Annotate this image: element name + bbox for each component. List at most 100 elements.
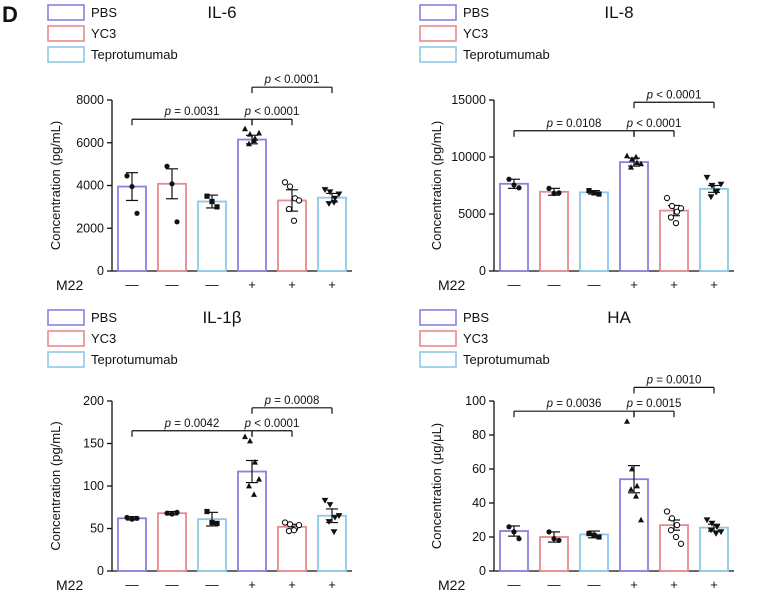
data-point	[285, 205, 293, 213]
condition-sign: —	[206, 577, 219, 592]
data-point	[330, 529, 338, 536]
data-point	[703, 174, 711, 181]
data-point	[129, 516, 135, 522]
bracket-label: p = 0.0042	[164, 418, 220, 430]
data-point	[251, 491, 257, 497]
condition-label: M22	[438, 577, 465, 593]
y-axis-label: Concentration (pg/mL)	[48, 121, 63, 250]
condition-sign: —	[126, 277, 139, 292]
bar	[197, 518, 227, 572]
data-point	[214, 204, 220, 210]
bar	[699, 188, 729, 272]
data-point	[335, 191, 343, 198]
bar	[317, 514, 347, 572]
y-tick-label: 60	[472, 462, 486, 476]
condition-sign: +	[630, 577, 638, 592]
data-point	[663, 508, 671, 515]
y-tick-label: 0	[97, 564, 104, 578]
y-tick-label: 5000	[458, 207, 486, 221]
data-point	[251, 137, 257, 144]
data-point	[629, 156, 635, 162]
condition-sign: +	[328, 277, 336, 292]
data-point	[556, 537, 562, 543]
data-point	[295, 197, 303, 204]
chart-group: PBS YC3 Teprotumumab IL-1β 0 50 100 150 200 Conce…	[47, 308, 352, 593]
condition-sign: +	[630, 277, 638, 292]
legend-label: YC3	[463, 331, 488, 346]
data-point	[174, 219, 180, 225]
il8-chart: PBS YC3 Teprotumumab IL-8 0 5000 10000 15000 Con…	[419, 3, 734, 293]
data-point	[511, 529, 517, 535]
chart-group: PBS YC3 Teprotumumab IL-8 0 5000 10000 15000 Con…	[419, 3, 734, 293]
legend-label: YC3	[91, 26, 116, 41]
data-point	[586, 531, 592, 537]
legend-swatch	[47, 46, 85, 63]
bar	[117, 517, 147, 572]
data-point	[506, 524, 512, 530]
condition-sign: —	[588, 577, 601, 592]
data-point	[717, 529, 725, 536]
condition-sign: —	[166, 277, 179, 292]
data-point	[290, 217, 298, 224]
data-point	[124, 173, 130, 179]
il6-chart: PBS YC3 Teprotumumab IL-6 0 2000 4000 6000 8000 C…	[47, 3, 352, 293]
data-point	[247, 131, 253, 137]
data-point	[673, 521, 681, 529]
il6-subplot: PBS YC3 Teprotumumab IL-6 0 2000 4000 6000 8000 C…	[0, 0, 389, 305]
legend-swatch	[47, 4, 85, 21]
data-point	[596, 534, 602, 540]
data-point	[713, 524, 721, 530]
y-tick-label: 0	[479, 564, 486, 578]
data-point	[663, 194, 671, 202]
y-tick-label: 2000	[76, 221, 104, 235]
legend-label: PBS	[463, 310, 489, 325]
condition-label: M22	[56, 577, 83, 593]
data-point	[546, 185, 552, 191]
panel-label: D	[2, 2, 18, 27]
data-point	[325, 519, 333, 525]
data-point	[204, 193, 210, 199]
bar	[659, 524, 689, 572]
condition-sign: —	[508, 577, 521, 592]
data-point	[506, 176, 512, 182]
data-point	[677, 205, 685, 212]
data-point	[286, 183, 294, 190]
data-point	[624, 418, 630, 424]
data-point	[286, 521, 294, 528]
data-point	[169, 181, 175, 187]
data-point	[321, 187, 329, 193]
data-point	[129, 183, 135, 190]
data-point	[281, 179, 289, 186]
data-point	[551, 536, 557, 542]
data-point	[246, 140, 252, 147]
bracket-label: p = 0.0008	[264, 395, 320, 407]
data-point	[169, 511, 175, 517]
y-tick-label: 10000	[451, 150, 486, 164]
data-point	[285, 527, 293, 535]
data-point	[546, 529, 552, 535]
data-point	[290, 527, 298, 534]
legend-label: PBS	[91, 310, 117, 325]
data-point	[124, 514, 130, 521]
data-point	[717, 181, 725, 188]
data-point	[164, 163, 170, 169]
data-point	[638, 160, 644, 167]
bar	[197, 200, 227, 272]
condition-sign: +	[710, 277, 718, 292]
legend-label: Teprotumumab	[91, 352, 178, 367]
condition-sign: —	[548, 577, 561, 592]
bracket-label: p < 0.0001	[244, 418, 300, 430]
il1b-chart: PBS YC3 Teprotumumab IL-1β 0 50 100 150 200 Conce…	[47, 308, 352, 593]
condition-sign: —	[548, 277, 561, 292]
y-tick-label: 80	[472, 428, 486, 442]
chart-title: IL-1β	[202, 308, 241, 327]
data-point	[672, 219, 680, 227]
il8-subplot: PBS YC3 Teprotumumab IL-8 0 5000 10000 15000 Con…	[389, 0, 778, 305]
legend-label: YC3	[91, 331, 116, 346]
data-point	[281, 519, 289, 526]
bar	[619, 478, 649, 572]
condition-label: M22	[438, 277, 465, 293]
condition-sign: —	[166, 577, 179, 592]
data-point	[325, 201, 333, 207]
legend-swatch	[47, 351, 85, 368]
